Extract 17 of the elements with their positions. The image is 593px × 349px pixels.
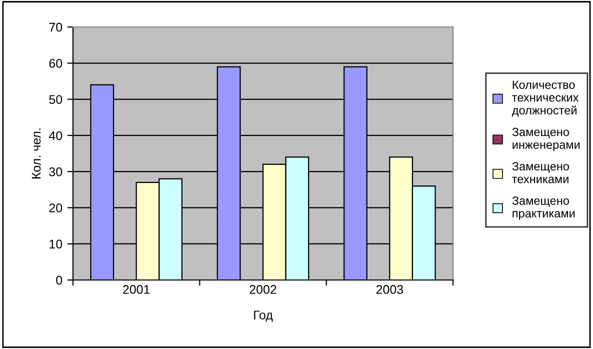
x-tick-label: 2003 (376, 285, 404, 294)
legend-label: Замещено техниками (512, 162, 569, 184)
legend-label: Замещено практиками (512, 196, 575, 220)
y-tick-label: 50 (49, 95, 62, 104)
y-tick-label: 20 (49, 204, 62, 212)
y-tick-label: 10 (50, 240, 62, 249)
legend-label: Замещено инженерами (512, 128, 580, 152)
y-axis-title: Кол. чел. (32, 128, 41, 178)
y-tick-label: 30 (49, 167, 62, 176)
x-tick-label: 2002 (250, 285, 276, 294)
y-tick-label: 60 (49, 58, 62, 68)
x-axis-title: Год (254, 310, 273, 322)
y-tick-label: 70 (49, 22, 62, 32)
y-tick-label: 40 (48, 131, 62, 140)
y-tick-label: 0 (56, 276, 62, 285)
x-tick-label: 2001 (123, 285, 150, 294)
legend-label: Количество технических должностей (512, 80, 579, 117)
